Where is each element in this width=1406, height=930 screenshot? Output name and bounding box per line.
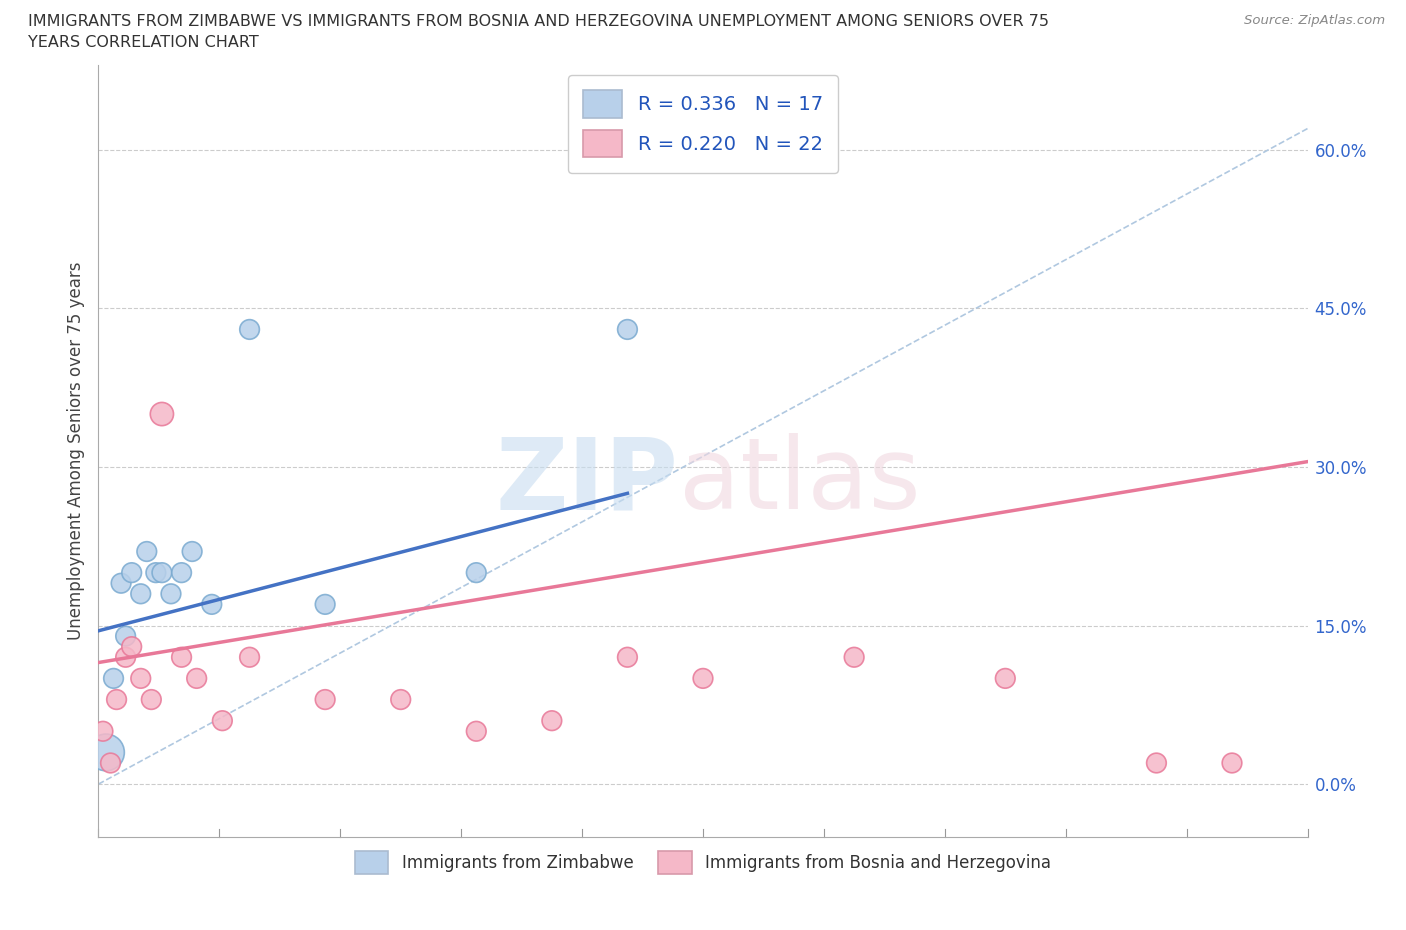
Point (105, 692, 128, 707)
Point (135, 544, 157, 559)
Point (314, 692, 336, 707)
Point (103, 671, 125, 685)
Point (211, 713, 233, 728)
Point (129, 671, 152, 685)
Point (150, 565, 173, 580)
Point (465, 724, 488, 738)
Point (121, 565, 143, 580)
Point (239, 650, 262, 665)
Point (100, 755, 122, 770)
Point (114, 650, 136, 665)
Point (994, 671, 1017, 685)
Text: IMMIGRANTS FROM ZIMBABWE VS IMMIGRANTS FROM BOSNIA AND HERZEGOVINA UNEMPLOYMENT : IMMIGRANTS FROM ZIMBABWE VS IMMIGRANTS F… (28, 14, 1049, 29)
Point (616, 322, 638, 337)
Text: atlas: atlas (679, 433, 921, 530)
Point (465, 565, 488, 580)
Legend: Immigrants from Zimbabwe, Immigrants from Bosnia and Herzegovina: Immigrants from Zimbabwe, Immigrants fro… (347, 843, 1059, 883)
Point (121, 639, 143, 654)
Point (1220, 755, 1243, 770)
Point (314, 597, 336, 612)
Point (239, 322, 262, 337)
Point (616, 650, 638, 665)
Text: Source: ZipAtlas.com: Source: ZipAtlas.com (1244, 14, 1385, 27)
Point (540, 713, 562, 728)
Point (844, 650, 866, 665)
Point (150, 406, 173, 421)
Point (141, 692, 163, 707)
Point (91, 724, 114, 738)
Point (201, 597, 224, 612)
Point (94, 745, 117, 760)
Point (129, 586, 152, 601)
Point (170, 650, 193, 665)
Point (181, 544, 204, 559)
Text: YEARS CORRELATION CHART: YEARS CORRELATION CHART (28, 35, 259, 50)
Text: ZIP: ZIP (496, 433, 679, 530)
Point (145, 565, 167, 580)
Point (170, 565, 193, 580)
Point (186, 671, 208, 685)
Point (160, 586, 183, 601)
Point (692, 671, 714, 685)
Point (1146, 755, 1168, 770)
Point (389, 692, 412, 707)
Y-axis label: Unemployment Among Seniors over 75 years: Unemployment Among Seniors over 75 years (66, 262, 84, 640)
Point (114, 629, 136, 644)
Point (110, 576, 132, 591)
